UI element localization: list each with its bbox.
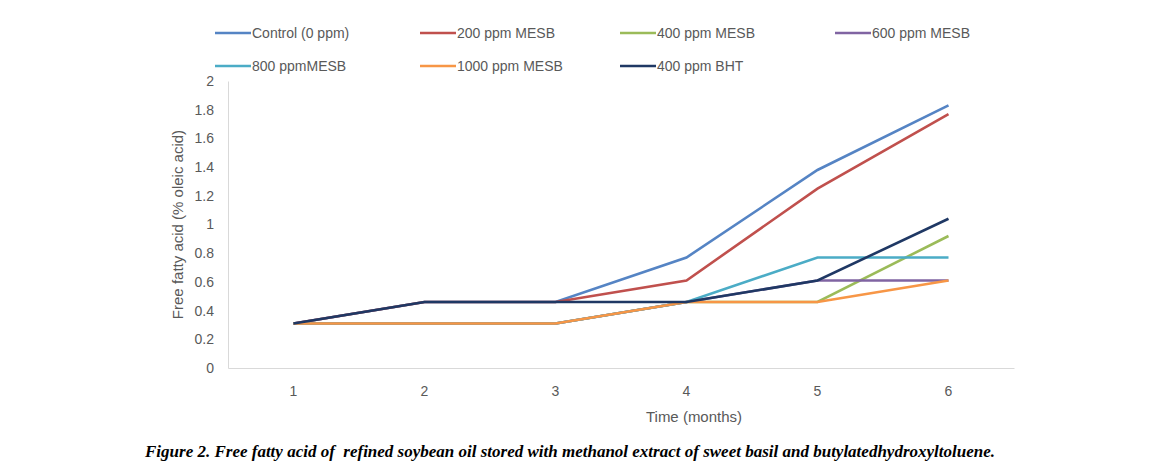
series-line bbox=[294, 114, 949, 324]
x-tick-label: 4 bbox=[683, 383, 691, 399]
legend-label: 600 ppm MESB bbox=[872, 25, 970, 41]
x-tick-label: 2 bbox=[421, 383, 429, 399]
y-axis-title: Free fatty acid (% oleic acid) bbox=[169, 130, 186, 319]
y-tick-label: 1.8 bbox=[195, 102, 215, 118]
y-tick: 1.4 bbox=[195, 159, 228, 175]
y-axis: 0 0.2 0.4 0.6 0.8 1 1.2 1.4 1.6 1.8 2 bbox=[195, 73, 229, 376]
y-tick-label: 0.2 bbox=[195, 331, 215, 347]
x-axis-line bbox=[229, 368, 1015, 369]
legend-label: 1000 ppm MESB bbox=[457, 58, 563, 74]
y-tick: 0.2 bbox=[195, 331, 228, 347]
y-tick: 1.2 bbox=[195, 188, 228, 204]
series-line bbox=[294, 258, 949, 324]
legend-item: 400 ppm MESB bbox=[620, 25, 755, 41]
y-tick-label: 1.4 bbox=[195, 159, 215, 175]
y-tick: 0.4 bbox=[195, 303, 228, 319]
y-tick-label: 2 bbox=[206, 73, 214, 89]
legend-swatch bbox=[420, 32, 456, 35]
legend-swatch bbox=[620, 65, 656, 68]
x-tick-label: 6 bbox=[945, 383, 953, 399]
y-tick-label: 1.6 bbox=[195, 130, 215, 146]
legend-label: 200 ppm MESB bbox=[457, 25, 555, 41]
legend-swatch bbox=[420, 65, 456, 68]
legend-item: 200 ppm MESB bbox=[420, 25, 555, 41]
x-tick: 3 bbox=[552, 368, 560, 399]
y-tick: 1.6 bbox=[195, 130, 228, 146]
legend-swatch bbox=[215, 32, 251, 35]
x-tick: 2 bbox=[421, 368, 429, 399]
series-line bbox=[294, 219, 949, 324]
y-tick: 1 bbox=[206, 216, 228, 232]
x-tick: 1 bbox=[290, 368, 298, 399]
y-tick: 0 bbox=[206, 360, 228, 376]
y-tick-label: 1.2 bbox=[195, 188, 215, 204]
series-line bbox=[294, 105, 949, 323]
legend-item: 1000 ppm MESB bbox=[420, 58, 563, 74]
legend: Control (0 ppm) 200 ppm MESB 400 ppm MESB 6… bbox=[215, 25, 970, 74]
lines bbox=[294, 105, 949, 323]
legend-label: 800 ppmMESB bbox=[252, 58, 346, 74]
chart: 0 0.2 0.4 0.6 0.8 1 1.2 1.4 1.6 1.8 2 1 2 3 4 5 6 Time (m… bbox=[0, 0, 1159, 476]
y-axis-line bbox=[228, 82, 229, 369]
legend-swatch bbox=[835, 32, 871, 35]
legend-label: 400 ppm BHT bbox=[657, 58, 744, 74]
x-tick: 4 bbox=[683, 368, 691, 399]
caption: Figure 2. Free fatty acid of refined soy… bbox=[144, 442, 995, 461]
x-tick: 6 bbox=[945, 368, 953, 399]
legend-item: 800 ppmMESB bbox=[215, 58, 346, 74]
y-tick-label: 1 bbox=[206, 216, 214, 232]
y-tick-label: 0.6 bbox=[195, 274, 215, 290]
y-tick: 0.8 bbox=[195, 245, 228, 261]
legend-item: 400 ppm BHT bbox=[620, 58, 744, 74]
legend-label: 400 ppm MESB bbox=[657, 25, 755, 41]
y-tick-label: 0.4 bbox=[195, 303, 215, 319]
y-tick-label: 0 bbox=[206, 360, 214, 376]
y-tick-label: 0.8 bbox=[195, 245, 215, 261]
legend-swatch bbox=[215, 65, 251, 68]
x-tick-label: 1 bbox=[290, 383, 298, 399]
x-tick-label: 3 bbox=[552, 383, 560, 399]
y-tick: 2 bbox=[206, 73, 228, 89]
x-tick: 5 bbox=[814, 368, 822, 399]
y-tick: 1.8 bbox=[195, 102, 228, 118]
legend-item: Control (0 ppm) bbox=[215, 25, 349, 41]
legend-item: 600 ppm MESB bbox=[835, 25, 970, 41]
x-axis-title: Time (months) bbox=[646, 408, 742, 425]
y-tick: 0.6 bbox=[195, 274, 228, 290]
legend-swatch bbox=[620, 32, 656, 35]
series-line bbox=[294, 236, 949, 324]
x-axis: 1 2 3 4 5 6 bbox=[229, 368, 1015, 399]
x-tick-label: 5 bbox=[814, 383, 822, 399]
legend-label: Control (0 ppm) bbox=[252, 25, 349, 41]
